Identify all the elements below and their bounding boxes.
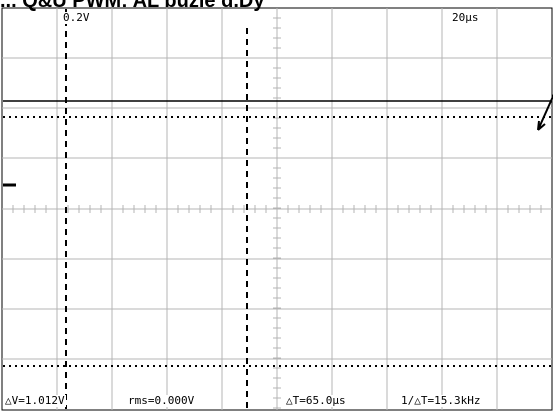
rms-readout: rms=0.000V bbox=[127, 394, 196, 407]
trigger-arrow-icon bbox=[537, 94, 553, 131]
time-per-div-label: 20µs bbox=[451, 11, 480, 24]
delta-v-readout: △V=1.012V bbox=[4, 394, 66, 407]
volts-per-div-label: 0.2V bbox=[62, 11, 91, 24]
frequency-readout: 1/△T=15.3kHz bbox=[400, 394, 482, 407]
measurement-cursors bbox=[3, 9, 551, 409]
figure-caption: ... Q&U PWM: AL buzle d.Dy bbox=[0, 0, 265, 11]
delta-t-readout: △T=65.0µs bbox=[285, 394, 347, 407]
graticule bbox=[2, 8, 552, 410]
